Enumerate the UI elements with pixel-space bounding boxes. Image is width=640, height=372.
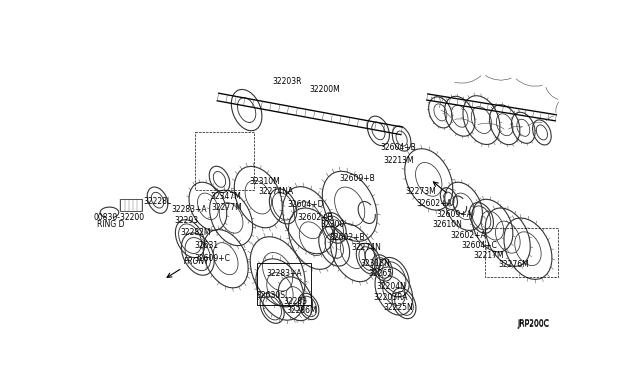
Text: 32203R: 32203R	[272, 77, 301, 86]
Text: 32273M: 32273M	[406, 187, 436, 196]
Text: 32283: 32283	[283, 297, 307, 306]
Bar	[120, 199, 142, 211]
Text: 32276M: 32276M	[499, 260, 529, 269]
Text: 32602+B: 32602+B	[330, 233, 365, 242]
Text: 32274NA: 32274NA	[259, 187, 293, 196]
Text: 32609+A: 32609+A	[436, 210, 472, 219]
Text: FRONT: FRONT	[184, 257, 210, 266]
Text: 32293: 32293	[175, 216, 198, 225]
Text: 32286M: 32286M	[286, 307, 317, 315]
Text: 32604+D: 32604+D	[288, 200, 324, 209]
Text: 32282M: 32282M	[180, 228, 211, 237]
Text: 32200M: 32200M	[309, 85, 340, 94]
Text: 32203RA: 32203RA	[373, 293, 408, 302]
Bar	[257, 263, 311, 305]
Text: 32225N: 32225N	[384, 302, 413, 312]
Text: 32602+A: 32602+A	[417, 199, 452, 208]
Text: 32347M: 32347M	[210, 192, 241, 202]
Text: 32300: 32300	[320, 220, 344, 229]
Text: JRP200C: JRP200C	[517, 319, 549, 328]
Text: JRP200C: JRP200C	[517, 320, 549, 329]
Text: 32604+B: 32604+B	[381, 143, 417, 152]
Text: 32213M: 32213M	[384, 156, 415, 165]
Text: 32610N: 32610N	[433, 220, 463, 229]
Text: 32609+B: 32609+B	[340, 174, 376, 183]
Text: 32277M: 32277M	[212, 203, 243, 212]
Text: 32283+A: 32283+A	[172, 205, 207, 214]
Text: 32310M: 32310M	[249, 177, 280, 186]
Text: 00830-32200: 00830-32200	[94, 212, 145, 221]
Text: 32274N: 32274N	[351, 243, 381, 252]
Text: 32602+B: 32602+B	[297, 212, 333, 221]
Text: 32604+C: 32604+C	[461, 241, 497, 250]
Text: 32265: 32265	[368, 269, 392, 279]
Text: 32204N: 32204N	[376, 282, 406, 291]
Text: 32313N: 32313N	[360, 259, 390, 268]
Text: 32630S: 32630S	[257, 291, 285, 300]
Text: 32631: 32631	[195, 241, 219, 250]
Text: 32283+A: 32283+A	[266, 269, 301, 279]
Text: 32602+A: 32602+A	[451, 231, 486, 240]
Text: 32217M: 32217M	[474, 251, 504, 260]
Text: RING D: RING D	[97, 220, 125, 229]
Text: 32609+C: 32609+C	[195, 254, 230, 263]
Text: 32228L: 32228L	[143, 197, 172, 206]
